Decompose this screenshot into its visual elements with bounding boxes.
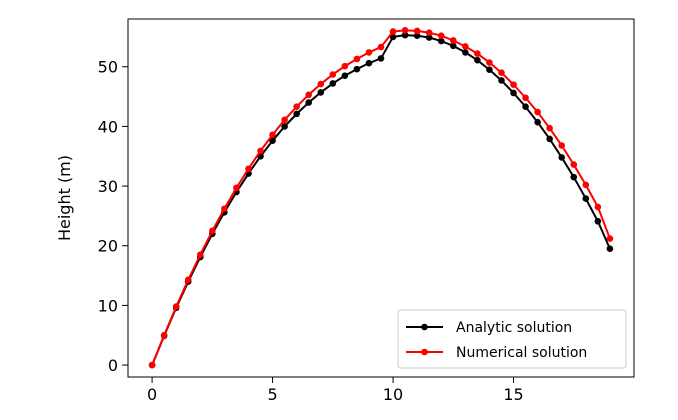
data-point-analytic-solution [353,65,361,73]
data-point-numerical-solution [606,235,614,242]
data-point-numerical-solution [353,55,361,63]
data-point-numerical-solution [365,49,373,56]
data-point-numerical-solution [269,131,276,139]
data-point-numerical-solution [570,161,578,168]
data-point-numerical-solution [474,50,481,57]
data-point-numerical-solution [257,147,264,155]
legend: Analytic solution Numerical solution [397,309,627,369]
data-point-analytic-solution [582,195,590,202]
x-tick-label: 5 [267,385,277,404]
y-tick-label: 0 [108,356,118,375]
data-point-numerical-solution [281,116,288,124]
data-point-analytic-solution [377,55,385,62]
data-point-analytic-solution [425,34,433,41]
x-tick-label: 10 [383,385,403,404]
data-point-numerical-solution [449,37,457,44]
y-tick-label: 30 [98,177,118,196]
data-point-analytic-solution [329,80,337,87]
data-point-numerical-solution [377,43,385,51]
data-point-analytic-solution [317,89,325,96]
data-point-analytic-solution [570,173,578,181]
data-point-numerical-solution [437,32,445,40]
data-point-numerical-solution [546,124,553,132]
data-point-analytic-solution [462,49,469,56]
data-point-numerical-solution [425,29,433,37]
x-tick-label: 0 [147,385,157,404]
data-point-numerical-solution [401,27,409,34]
legend-marker-numerical-solution [421,348,428,356]
y-tick-label: 10 [98,296,118,315]
y-tick-label: 20 [98,237,118,256]
data-point-numerical-solution [329,71,337,78]
data-point-analytic-solution [437,37,445,45]
data-point-numerical-solution [305,91,313,99]
legend-label-numerical-solution: Numerical solution [456,345,587,361]
y-tick-label: 40 [98,117,118,136]
data-point-numerical-solution [172,303,180,310]
data-point-numerical-solution [522,94,529,102]
data-point-numerical-solution [293,103,300,111]
data-point-numerical-solution [594,203,602,211]
data-point-numerical-solution [498,69,505,76]
x-tick-label: 15 [503,385,523,404]
data-point-numerical-solution [148,361,156,369]
data-point-numerical-solution [462,43,469,50]
legend-label-analytic-solution: Analytic solution [456,320,572,336]
data-point-analytic-solution [281,123,288,130]
y-tick-label: 50 [98,58,118,77]
data-point-analytic-solution [522,103,529,111]
data-point-analytic-solution [546,135,553,143]
data-point-numerical-solution [582,181,590,189]
data-point-numerical-solution [486,59,493,66]
plot-frame [127,18,635,378]
data-point-numerical-solution [184,276,192,284]
data-point-analytic-solution [534,118,541,126]
data-point-numerical-solution [389,28,397,35]
legend-box [397,309,627,369]
data-point-analytic-solution [606,245,614,253]
data-point-numerical-solution [510,81,517,88]
data-point-numerical-solution [233,184,240,192]
data-point-numerical-solution [413,27,421,35]
plot-layer [148,27,614,369]
data-point-numerical-solution [317,80,325,88]
data-point-numerical-solution [221,205,228,213]
data-point-numerical-solution [160,331,168,339]
data-point-numerical-solution [209,227,216,235]
data-point-analytic-solution [269,137,276,145]
data-point-analytic-solution [413,32,421,40]
data-point-numerical-solution [341,62,349,70]
data-point-analytic-solution [293,110,300,118]
data-point-analytic-solution [474,56,481,64]
data-point-numerical-solution [558,142,566,149]
data-point-analytic-solution [558,154,566,161]
data-point-analytic-solution [486,66,493,74]
data-point-analytic-solution [305,99,313,106]
y-axis-label: Height (m) [55,155,74,241]
data-point-numerical-solution [534,108,541,116]
data-point-numerical-solution [196,251,204,258]
data-point-analytic-solution [449,42,457,50]
axis-layer: 0 5 10 15 0 10 20 30 40 50 [98,58,524,404]
data-point-analytic-solution [498,77,505,84]
data-point-analytic-solution [401,31,409,39]
legend-marker-analytic-solution [421,323,428,331]
data-point-analytic-solution [365,59,373,67]
data-point-analytic-solution [594,217,602,225]
data-point-analytic-solution [341,72,349,79]
data-point-numerical-solution [245,165,252,173]
data-point-analytic-solution [510,89,517,97]
